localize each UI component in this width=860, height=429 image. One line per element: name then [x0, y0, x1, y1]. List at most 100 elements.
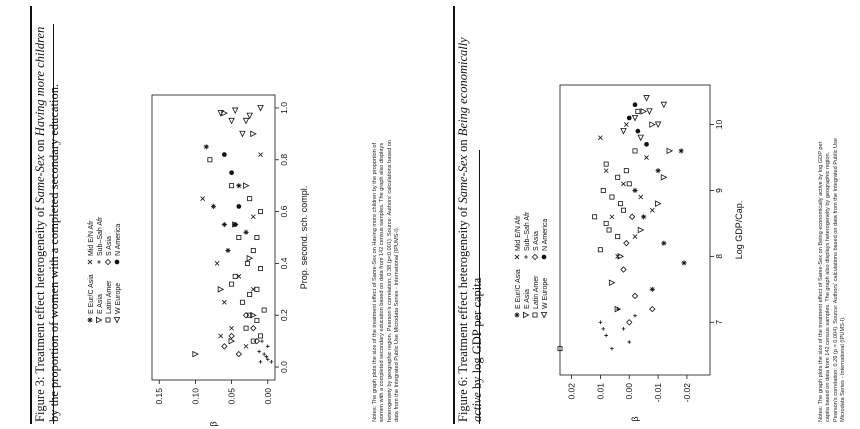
figure3-note-line: Notes: The graph plots the size of the t…: [372, 142, 378, 422]
figure6-note-line: Notes: The graph plots the size of the t…: [818, 141, 824, 422]
data-point: [633, 313, 637, 318]
series-e-asia: [608, 108, 674, 313]
data-point: [640, 108, 648, 115]
legend-marker: [104, 258, 112, 266]
data-point: [261, 307, 267, 313]
legend-marker: [523, 311, 530, 319]
data-point: [217, 286, 225, 293]
data-point: [644, 141, 649, 147]
data-point: [618, 201, 624, 207]
data-point: [632, 148, 638, 154]
data-point: [649, 207, 655, 213]
data-point: [655, 200, 662, 207]
legend-label: W Europe: [115, 283, 122, 314]
figure6-caption: Figure 6: Treatment effect heterogeneity…: [456, 22, 484, 422]
y-tick-label: 0.05: [227, 388, 237, 405]
data-point: [638, 194, 644, 200]
data-point: [660, 174, 668, 181]
data-point: [258, 152, 263, 157]
x-axis-label: Log GDP/Cap.: [734, 201, 744, 260]
data-point: [228, 332, 235, 340]
series-latin-amer: [207, 157, 267, 344]
data-point: [250, 214, 256, 220]
data-point: [254, 235, 260, 240]
series-latin-amer: [557, 108, 641, 352]
series-s-asia: [620, 213, 656, 326]
data-point: [632, 234, 638, 239]
legend-label: E Eur/C Asia: [515, 269, 522, 309]
data-point: [250, 338, 256, 344]
data-point: [620, 207, 626, 213]
legend-marker: [114, 259, 120, 265]
data-point: [243, 343, 249, 349]
data-point: [250, 325, 257, 332]
figure6-caption-line1: Figure 6: Treatment effect heterogeneity…: [456, 22, 470, 422]
figure3-caption-line1: Figure 3: Treatment effect heterogeneity…: [33, 22, 47, 422]
legend-label: E Eur/C Asia: [88, 274, 95, 314]
figure3-chart: 0.00 0.05 0.10 0.15 β 0.0 0.2 0.4 0.6 0.8 1.0 Prop.…: [87, 94, 309, 427]
data-point: [245, 260, 250, 266]
data-point: [236, 204, 242, 209]
legend-label: Sub–Sah Afr: [524, 211, 531, 251]
data-point: [623, 168, 629, 174]
figure3-note-line: women with a completed secondary educati…: [379, 142, 386, 422]
series-w-europe: [217, 104, 264, 138]
y-axis-label: β: [630, 416, 640, 421]
x-tick-label: 0.4: [279, 257, 289, 269]
figure6-caption-treatment: Same-Sex: [456, 154, 470, 204]
data-point: [221, 221, 227, 228]
legend-label: S Asia: [533, 231, 540, 251]
data-point: [265, 357, 270, 362]
legend-marker: [532, 312, 538, 318]
data-point: [260, 339, 264, 343]
figure6-chart: 0.02 0.01 0.00 -0.01 -0.02 β 7 8 9 10 Log GDP/Cap.…: [514, 84, 744, 422]
x-tick-label: 7: [714, 320, 724, 325]
plot-frame: [151, 94, 276, 381]
legend-label: E Asia: [97, 294, 104, 314]
data-point: [557, 346, 563, 352]
data-point: [250, 247, 256, 253]
x-tick-label: 1.0: [279, 102, 289, 114]
data-point: [678, 148, 684, 154]
data-point: [246, 112, 253, 120]
legend-label: N America: [542, 219, 549, 251]
data-point: [637, 226, 645, 234]
figure3-notes: Notes: The graph plots the size of the t…: [372, 22, 402, 422]
data-point: [247, 196, 253, 202]
legend: E Eur/C Asia Mid E/N Afr E Asia Sub–Sah Afr…: [514, 211, 549, 319]
data-point: [655, 168, 661, 174]
data-point: [221, 343, 228, 350]
data-point: [643, 95, 650, 102]
legend: E Eur/C Asia Mid E/N Afr E Asia Sub–Sah Afr…: [87, 216, 122, 324]
data-point: [621, 181, 626, 187]
data-point: [628, 213, 636, 220]
legend-marker: [96, 316, 103, 324]
data-point: [232, 273, 238, 279]
data-point: [250, 130, 257, 138]
series-n-america: [222, 152, 242, 227]
data-point: [649, 286, 655, 292]
data-point: [229, 325, 234, 331]
figure6-caption-rule: [479, 150, 480, 424]
data-point: [649, 121, 656, 128]
data-point: [243, 325, 249, 331]
figure3-caption-treatment: Same-Sex: [33, 154, 47, 204]
data-point: [218, 333, 224, 339]
data-point: [637, 134, 645, 142]
data-point: [661, 240, 667, 246]
y-tick-label: 0.00: [624, 383, 634, 400]
series-e-eur-c-asia: [632, 148, 687, 292]
y-tick-label: -0.01: [653, 383, 663, 403]
data-point: [592, 214, 598, 220]
data-point: [608, 279, 616, 286]
data-point: [192, 350, 199, 358]
data-point: [631, 292, 639, 300]
figure3-note-line: data from the Integrated Public Use Micr…: [394, 226, 401, 422]
figure6-top-rule: [453, 6, 455, 424]
data-point: [646, 108, 653, 115]
data-point: [609, 214, 615, 220]
data-point: [265, 344, 270, 349]
legend-label: N America: [115, 224, 122, 256]
data-point: [635, 108, 641, 114]
data-point: [254, 286, 260, 292]
